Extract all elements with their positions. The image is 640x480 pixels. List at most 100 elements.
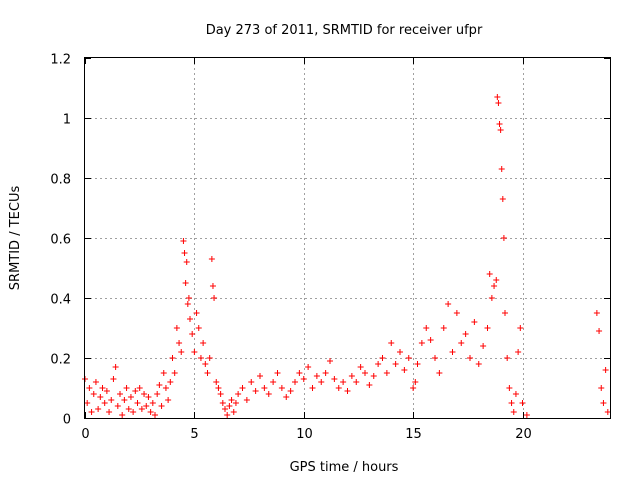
data-point bbox=[121, 397, 128, 403]
data-point bbox=[97, 394, 104, 400]
y-tick-label: 0 bbox=[63, 413, 71, 428]
data-point bbox=[239, 385, 246, 391]
x-tick-label: 20 bbox=[515, 427, 532, 442]
data-point bbox=[106, 409, 113, 415]
data-point bbox=[322, 370, 329, 376]
data-point bbox=[427, 337, 434, 343]
data-point bbox=[215, 385, 222, 391]
data-point bbox=[335, 385, 342, 391]
data-point bbox=[162, 385, 169, 391]
x-tick-label: 10 bbox=[296, 427, 313, 442]
data-point bbox=[596, 328, 603, 334]
data-point bbox=[114, 403, 121, 409]
data-point bbox=[305, 364, 312, 370]
data-point bbox=[130, 409, 137, 415]
data-point bbox=[235, 391, 242, 397]
data-point bbox=[467, 355, 473, 361]
data-point bbox=[125, 406, 132, 412]
y-axis-label: SRMTID / TECUs bbox=[8, 186, 23, 291]
data-point bbox=[160, 370, 167, 376]
data-point bbox=[232, 400, 239, 406]
data-point bbox=[178, 349, 185, 355]
data-point bbox=[475, 361, 482, 367]
data-point bbox=[149, 400, 156, 406]
data-point bbox=[270, 379, 277, 385]
plot-border bbox=[84, 57, 611, 419]
data-point bbox=[119, 412, 126, 418]
data-point bbox=[167, 379, 174, 385]
data-point bbox=[88, 409, 95, 415]
data-point bbox=[340, 379, 347, 385]
data-point bbox=[147, 409, 154, 415]
data-point bbox=[209, 283, 216, 289]
data-point bbox=[132, 388, 139, 394]
data-point bbox=[90, 391, 97, 397]
data-point bbox=[92, 379, 99, 385]
data-point bbox=[496, 121, 503, 127]
data-point bbox=[202, 361, 209, 367]
data-point bbox=[512, 391, 519, 397]
data-point bbox=[230, 409, 237, 415]
data-point bbox=[183, 259, 190, 265]
data-point bbox=[500, 235, 507, 241]
data-point bbox=[432, 355, 438, 361]
data-point bbox=[462, 331, 469, 337]
data-point bbox=[206, 355, 213, 361]
data-point bbox=[219, 400, 226, 406]
data-point bbox=[300, 376, 307, 382]
data-point bbox=[224, 412, 231, 418]
y-tick-label: 1 bbox=[63, 113, 71, 128]
data-point bbox=[388, 340, 395, 346]
data-point bbox=[494, 94, 501, 100]
data-point bbox=[86, 385, 93, 391]
data-point bbox=[357, 364, 364, 370]
data-point bbox=[134, 400, 141, 406]
data-point bbox=[117, 391, 123, 397]
data-point bbox=[208, 256, 215, 262]
data-point bbox=[486, 271, 493, 277]
data-point bbox=[181, 250, 188, 256]
data-point bbox=[510, 409, 517, 415]
data-point bbox=[217, 391, 224, 397]
data-point bbox=[495, 100, 502, 106]
data-point bbox=[176, 340, 183, 346]
data-point bbox=[445, 301, 452, 307]
data-point bbox=[248, 379, 255, 385]
data-point bbox=[265, 391, 272, 397]
data-point bbox=[226, 403, 233, 409]
data-point bbox=[184, 301, 191, 307]
y-tick-label: 0.6 bbox=[50, 233, 71, 248]
data-point bbox=[362, 370, 368, 376]
data-point bbox=[491, 283, 498, 289]
data-point bbox=[274, 370, 281, 376]
data-point bbox=[497, 127, 504, 133]
data-point bbox=[141, 391, 148, 397]
data-point bbox=[84, 400, 91, 406]
data-point bbox=[173, 325, 180, 331]
axis-ticks: 0 5 10 15 20 0 0.2 0.4 0.6 0.8 1 1.2 bbox=[50, 53, 610, 442]
data-point bbox=[171, 370, 178, 376]
data-point bbox=[453, 310, 460, 316]
data-point bbox=[593, 310, 600, 316]
data-point bbox=[143, 403, 150, 409]
data-point bbox=[152, 412, 158, 418]
data-point bbox=[484, 325, 491, 331]
data-point bbox=[449, 349, 456, 355]
data-point bbox=[145, 394, 152, 400]
data-point bbox=[412, 379, 419, 385]
data-point bbox=[440, 325, 447, 331]
data-point bbox=[110, 376, 117, 382]
y-tick-label: 1.2 bbox=[50, 53, 71, 68]
data-point bbox=[189, 331, 196, 337]
data-point bbox=[436, 370, 443, 376]
data-point bbox=[191, 349, 198, 355]
x-axis-label: GPS time / hours bbox=[290, 460, 399, 475]
data-point bbox=[278, 385, 285, 391]
data-point bbox=[136, 385, 143, 391]
x-tick-label: 5 bbox=[190, 427, 198, 442]
data-point bbox=[379, 355, 386, 361]
data-point bbox=[313, 373, 320, 379]
data-point bbox=[123, 385, 130, 391]
data-point bbox=[99, 385, 106, 391]
